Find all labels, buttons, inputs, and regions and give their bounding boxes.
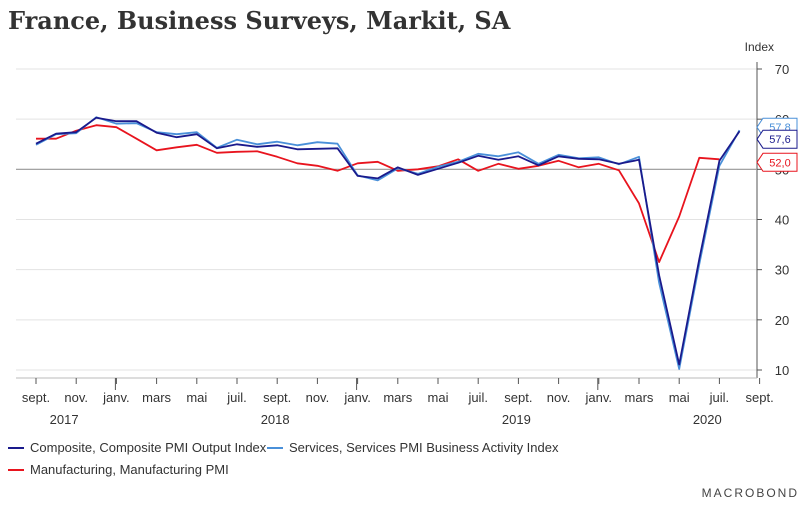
x-year-label: 2020 — [693, 412, 722, 427]
legend-item-composite: Composite, Composite PMI Output Index — [8, 440, 266, 455]
series-line-services — [35, 116, 741, 370]
line-chart: 10203040506070sept.nov.janv.marsmaijuil.… — [16, 62, 798, 427]
x-tick-label: nov. — [306, 390, 330, 405]
series-line-manufacturing — [36, 124, 720, 264]
x-tick-label: sept. — [504, 390, 532, 405]
x-tick-label: janv. — [343, 390, 371, 405]
x-tick-label: mai — [669, 390, 690, 405]
brand-logo: MACROBOND — [701, 486, 799, 500]
x-tick-label: janv. — [102, 390, 130, 405]
x-year-label: 2019 — [502, 412, 531, 427]
x-tick-label: juil. — [709, 390, 730, 405]
x-tick-label: mai — [186, 390, 207, 405]
x-tick-label: sept. — [263, 390, 291, 405]
y-axis-label: Index — [744, 40, 774, 54]
end-value-composite: 57,6 — [769, 134, 790, 146]
y-tick-label: 20 — [775, 313, 789, 328]
legend-label-manufacturing: Manufacturing, Manufacturing PMI — [30, 462, 229, 477]
legend-label-services: Services, Services PMI Business Activity… — [289, 440, 559, 455]
x-tick-label: janv. — [585, 390, 613, 405]
end-value-manufacturing: 52,0 — [769, 157, 790, 169]
legend-label-composite: Composite, Composite PMI Output Index — [30, 440, 267, 455]
legend-item-services: Services, Services PMI Business Activity… — [267, 440, 558, 455]
y-tick-label: 10 — [775, 363, 789, 378]
x-tick-label: sept. — [746, 390, 774, 405]
legend-item-manufacturing: Manufacturing, Manufacturing PMI — [8, 462, 229, 477]
end-value-manufacturing-box — [756, 152, 798, 172]
x-tick-label: mars — [142, 390, 171, 405]
x-tick-label: nov. — [547, 390, 571, 405]
end-value-composite-box — [756, 129, 798, 149]
x-tick-label: mars — [625, 390, 654, 405]
y-tick-label: 30 — [775, 263, 789, 278]
legend-swatch-manufacturing — [8, 468, 24, 471]
chart-title: France, Business Surveys, Markit, SA — [8, 6, 511, 35]
x-tick-label: juil. — [467, 390, 488, 405]
x-tick-label: juil. — [226, 390, 247, 405]
x-tick-label: mars — [383, 390, 412, 405]
x-year-label: 2017 — [50, 412, 79, 427]
legend-swatch-composite — [8, 446, 24, 449]
series-line-composite — [35, 116, 741, 366]
y-tick-label: 70 — [775, 62, 789, 77]
legend-swatch-services — [267, 446, 283, 449]
x-year-label: 2018 — [261, 412, 290, 427]
y-tick-label: 40 — [775, 213, 789, 228]
x-tick-label: sept. — [22, 390, 50, 405]
x-tick-label: mai — [428, 390, 449, 405]
x-tick-label: nov. — [64, 390, 88, 405]
